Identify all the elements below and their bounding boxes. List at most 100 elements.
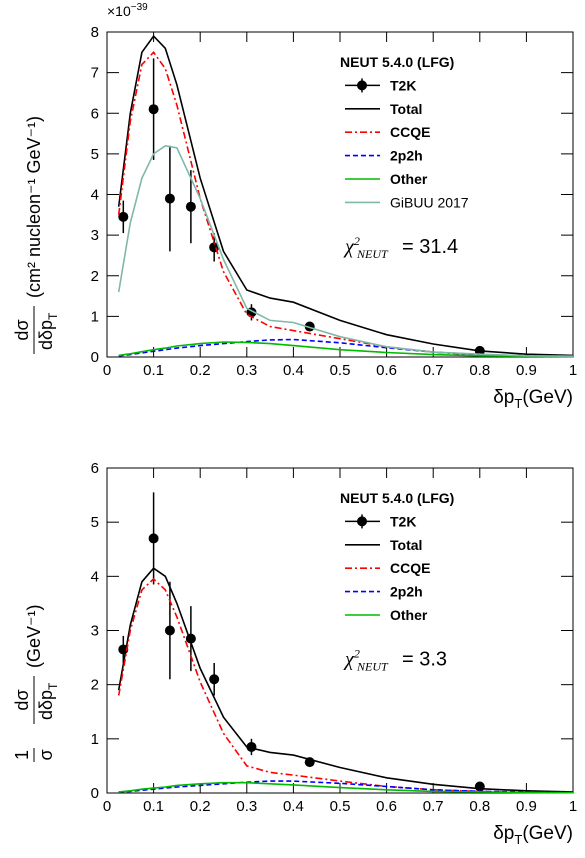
y-tick-label: 3: [91, 227, 99, 244]
y-tick-label: 4: [91, 568, 99, 585]
legend-label: GiBUU 2017: [390, 194, 469, 210]
y-axis-label: dσ dδpT (cm² nucleon⁻¹ GeV⁻¹): [12, 116, 60, 354]
y-tick-label: 8: [91, 24, 99, 41]
x-tick-label: 1: [569, 798, 577, 815]
annotation-value: = 3.3: [402, 648, 447, 670]
legend-swatch: [357, 80, 367, 91]
data-point: [118, 211, 129, 222]
x-axis-label-part: T: [514, 832, 522, 847]
annotation-value: = 31.4: [402, 236, 458, 258]
y-tick-label: 6: [91, 105, 99, 122]
legend-title: NEUT 5.4.0 (LFG): [340, 54, 454, 70]
data-point: [164, 625, 175, 636]
x-tick-label: 0.7: [423, 798, 444, 815]
x-tick-label: 0: [103, 798, 111, 815]
axis-multiplier-part: −39: [131, 2, 148, 13]
y-axis-label: 1 σ dσ dδpT (GeV⁻¹): [12, 604, 60, 762]
data-point: [148, 533, 159, 544]
y-tick-label: 5: [91, 514, 99, 531]
x-tick-label: 0.9: [516, 362, 537, 379]
y-label-den-part: dδp: [36, 320, 56, 350]
y-tick-label: 0: [91, 349, 99, 366]
x-tick-label: 0.2: [190, 798, 211, 815]
data-point: [209, 674, 220, 685]
x-tick-label: 0.4: [283, 362, 304, 379]
x-axis-label-part: (GeV): [522, 823, 573, 844]
y-label-unit: (GeV⁻¹): [24, 604, 44, 668]
legend-label: T2K: [390, 513, 416, 529]
series-line: [117, 144, 574, 357]
series-line: [118, 780, 574, 794]
series-line: [118, 338, 574, 357]
annotation-part: χ: [343, 236, 355, 258]
x-axis-label: δpT(GeV): [493, 387, 573, 411]
legend-label: 2p2h: [390, 584, 423, 600]
x-tick-label: 0.7: [423, 362, 444, 379]
annotation-sub-part: NEUT: [356, 659, 389, 673]
y-tick-label: 6: [91, 460, 99, 477]
series-line: [117, 567, 574, 793]
x-tick-label: 0.5: [330, 362, 351, 379]
legend-label: CCQE: [390, 124, 430, 140]
x-tick-label: 0: [103, 362, 111, 379]
y-label-prefix-den: σ: [36, 749, 56, 760]
data-point: [148, 104, 159, 115]
legend-swatch: [357, 516, 367, 527]
x-tick-label: 0.4: [283, 798, 304, 815]
y-label-den: dδpT: [36, 312, 60, 350]
legend-label: 2p2h: [390, 148, 423, 164]
legend-label: Total: [390, 537, 422, 553]
y-label-unit: (cm² nucleon⁻¹ GeV⁻¹): [24, 116, 44, 298]
annotation-sub-part: NEUT: [356, 247, 389, 261]
x-tick-label: 0.5: [330, 798, 351, 815]
y-tick-label: 3: [91, 623, 99, 640]
x-tick-label: 0.9: [516, 798, 537, 815]
y-tick-label: 2: [91, 268, 99, 285]
x-axis-label: δpT(GeV): [493, 823, 573, 847]
y-label-den-part: dδp: [36, 690, 56, 720]
data-point: [164, 193, 175, 204]
legend-label: Other: [390, 607, 428, 623]
y-tick-label: 0: [91, 785, 99, 802]
legend-label: CCQE: [390, 560, 430, 576]
x-axis-label-part: (GeV): [522, 387, 573, 408]
y-tick-label: 1: [91, 731, 99, 748]
legend-title: NEUT 5.4.0 (LFG): [340, 490, 454, 506]
annotation-part: 2: [354, 646, 360, 660]
y-tick-label: 4: [91, 187, 99, 204]
x-tick-label: 0.3: [236, 798, 257, 815]
legend-label: T2K: [390, 77, 416, 93]
plot-frame: [106, 467, 574, 794]
series-line: [118, 341, 574, 358]
y-tick-label: 1: [91, 308, 99, 325]
y-label-den: dδpT: [36, 682, 60, 720]
x-axis-label-part: T: [514, 396, 522, 411]
data-point: [474, 781, 485, 792]
x-axis-label-part: δp: [493, 823, 514, 844]
x-tick-label: 0.6: [376, 362, 397, 379]
annotation-sub: NEUT: [356, 659, 389, 673]
x-tick-label: 0.3: [236, 362, 257, 379]
y-tick-label: 7: [91, 65, 99, 82]
series-line: [118, 781, 574, 794]
axis-multiplier: ×10−39: [107, 2, 148, 19]
axis-multiplier-part: ×10: [107, 3, 131, 19]
x-tick-label: 0.8: [469, 798, 490, 815]
x-tick-label: 1: [569, 362, 577, 379]
annotation: χ2: [343, 234, 360, 258]
data-point: [185, 201, 196, 212]
x-tick-label: 0.8: [469, 362, 490, 379]
annotation-part: χ: [343, 648, 355, 670]
y-label-prefix-num: 1: [12, 750, 32, 760]
y-label-num: dσ: [12, 689, 32, 710]
annotation: χ2: [343, 646, 360, 670]
x-tick-label: 0.2: [190, 362, 211, 379]
y-label-num: dσ: [12, 319, 32, 340]
x-tick-label: 0.1: [143, 362, 164, 379]
series-line: [117, 577, 574, 794]
y-tick-label: 2: [91, 677, 99, 694]
x-axis-label-part: δp: [493, 387, 514, 408]
x-tick-label: 0.6: [376, 798, 397, 815]
legend-label: Total: [390, 101, 422, 117]
